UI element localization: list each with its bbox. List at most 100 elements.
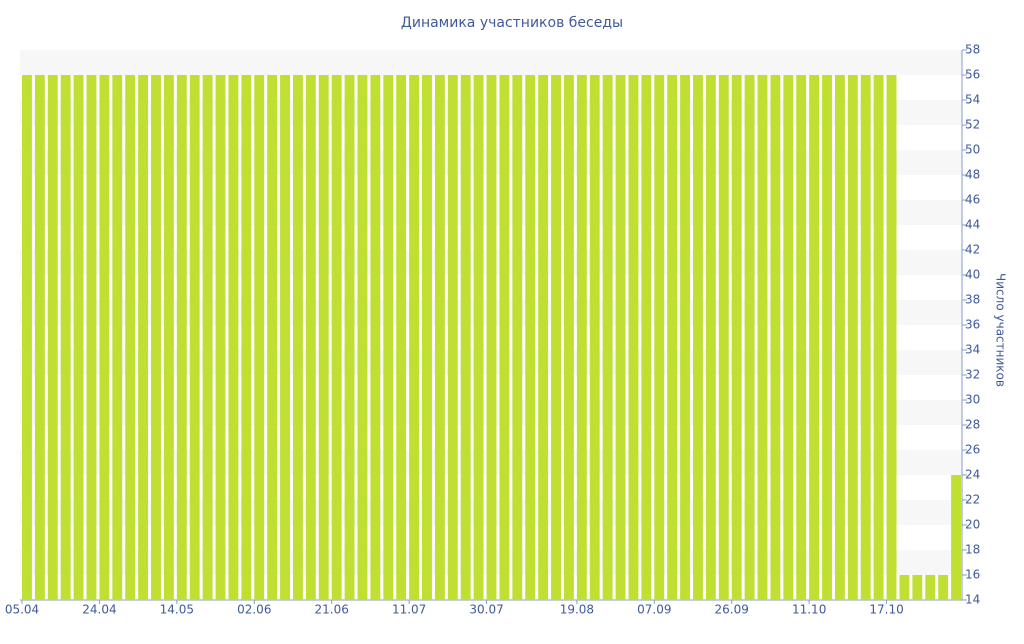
bar: [641, 75, 652, 600]
bar: [280, 75, 290, 600]
bar: [422, 75, 432, 600]
y-tick-label: 16: [965, 568, 980, 582]
bar: [615, 75, 626, 600]
y-tick-label: 46: [965, 193, 980, 207]
y-tick-label: 58: [965, 43, 980, 57]
grid-band: [20, 50, 962, 75]
bar: [693, 75, 703, 600]
y-tick-label: 30: [965, 393, 980, 407]
bar: [125, 75, 136, 600]
bar: [770, 75, 781, 600]
bar: [796, 75, 807, 600]
bar: [409, 75, 420, 600]
y-tick-label: 18: [965, 543, 980, 557]
bar: [744, 75, 755, 600]
bar: [60, 75, 71, 600]
bar: [47, 75, 58, 600]
y-tick-label: 54: [965, 93, 980, 107]
bar: [86, 75, 97, 600]
y-tick-label: 42: [965, 243, 980, 257]
x-tick-label: 30.07: [469, 603, 503, 617]
bar: [847, 75, 858, 600]
bar: [22, 75, 32, 600]
bar: [215, 75, 226, 600]
bar: [228, 75, 239, 600]
bar: [357, 75, 368, 600]
y-tick-label: 24: [965, 468, 980, 482]
bar: [331, 75, 342, 600]
bar: [267, 75, 278, 600]
bar: [460, 75, 471, 600]
bar: [151, 75, 161, 600]
x-tick-label: 21.06: [315, 603, 349, 617]
bar: [138, 75, 149, 600]
bar: [499, 75, 510, 600]
bar: [899, 575, 910, 600]
bar: [834, 75, 845, 600]
bar: [602, 75, 613, 600]
y-tick-label: 36: [965, 318, 980, 332]
bar: [654, 75, 665, 600]
bar: [551, 75, 561, 600]
bar: [383, 75, 394, 600]
y-tick-label: 34: [965, 343, 980, 357]
bar: [189, 75, 200, 600]
bar: [512, 75, 523, 600]
bar: [525, 75, 536, 600]
bar: [563, 75, 574, 600]
bar: [344, 75, 355, 600]
y-tick-label: 48: [965, 168, 980, 182]
bar: [241, 75, 252, 600]
chart-title: Динамика участников беседы: [401, 15, 623, 31]
bar: [912, 575, 923, 600]
y-tick-label: 38: [965, 293, 980, 307]
bar: [538, 75, 549, 600]
y-tick-label: 40: [965, 268, 980, 282]
y-tick-label: 20: [965, 518, 980, 532]
x-tick-label: 26.09: [715, 603, 749, 617]
bar: [731, 75, 742, 600]
x-tick-label: 07.09: [637, 603, 671, 617]
bar: [822, 75, 832, 600]
bar: [951, 475, 961, 600]
bar: [873, 75, 884, 600]
bar: [318, 75, 329, 600]
bar: [718, 75, 729, 600]
bar: [680, 75, 691, 600]
x-tick-label: 24.04: [82, 603, 116, 617]
bar: [176, 75, 187, 600]
y-tick-label: 52: [965, 118, 980, 132]
bar: [112, 75, 123, 600]
bar: [886, 75, 897, 600]
bar: [473, 75, 484, 600]
y-tick-label: 56: [965, 68, 980, 82]
y-tick-label: 44: [965, 218, 980, 232]
bar: [254, 75, 265, 600]
bar: [860, 75, 871, 600]
y-tick-label: 50: [965, 143, 980, 157]
bar: [447, 75, 458, 600]
bar: [73, 75, 84, 600]
bar: [589, 75, 600, 600]
bar: [34, 75, 45, 600]
y-tick-label: 22: [965, 493, 980, 507]
y-tick-label: 14: [965, 593, 980, 607]
bar: [925, 575, 936, 600]
y-tick-label: 26: [965, 443, 980, 457]
bar: [628, 75, 639, 600]
bar: [576, 75, 587, 600]
x-tick-label: 19.08: [560, 603, 594, 617]
bar: [396, 75, 407, 600]
bar: [486, 75, 497, 600]
x-tick-label: 02.06: [237, 603, 271, 617]
bar: [809, 75, 820, 600]
bar: [370, 75, 381, 600]
x-tick-label: 05.04: [5, 603, 39, 617]
bar: [434, 75, 445, 600]
y-axis-label: Число участников: [994, 273, 1008, 387]
bar: [783, 75, 794, 600]
bar: [757, 75, 768, 600]
x-tick-label: 17.10: [869, 603, 903, 617]
y-tick-label: 28: [965, 418, 980, 432]
